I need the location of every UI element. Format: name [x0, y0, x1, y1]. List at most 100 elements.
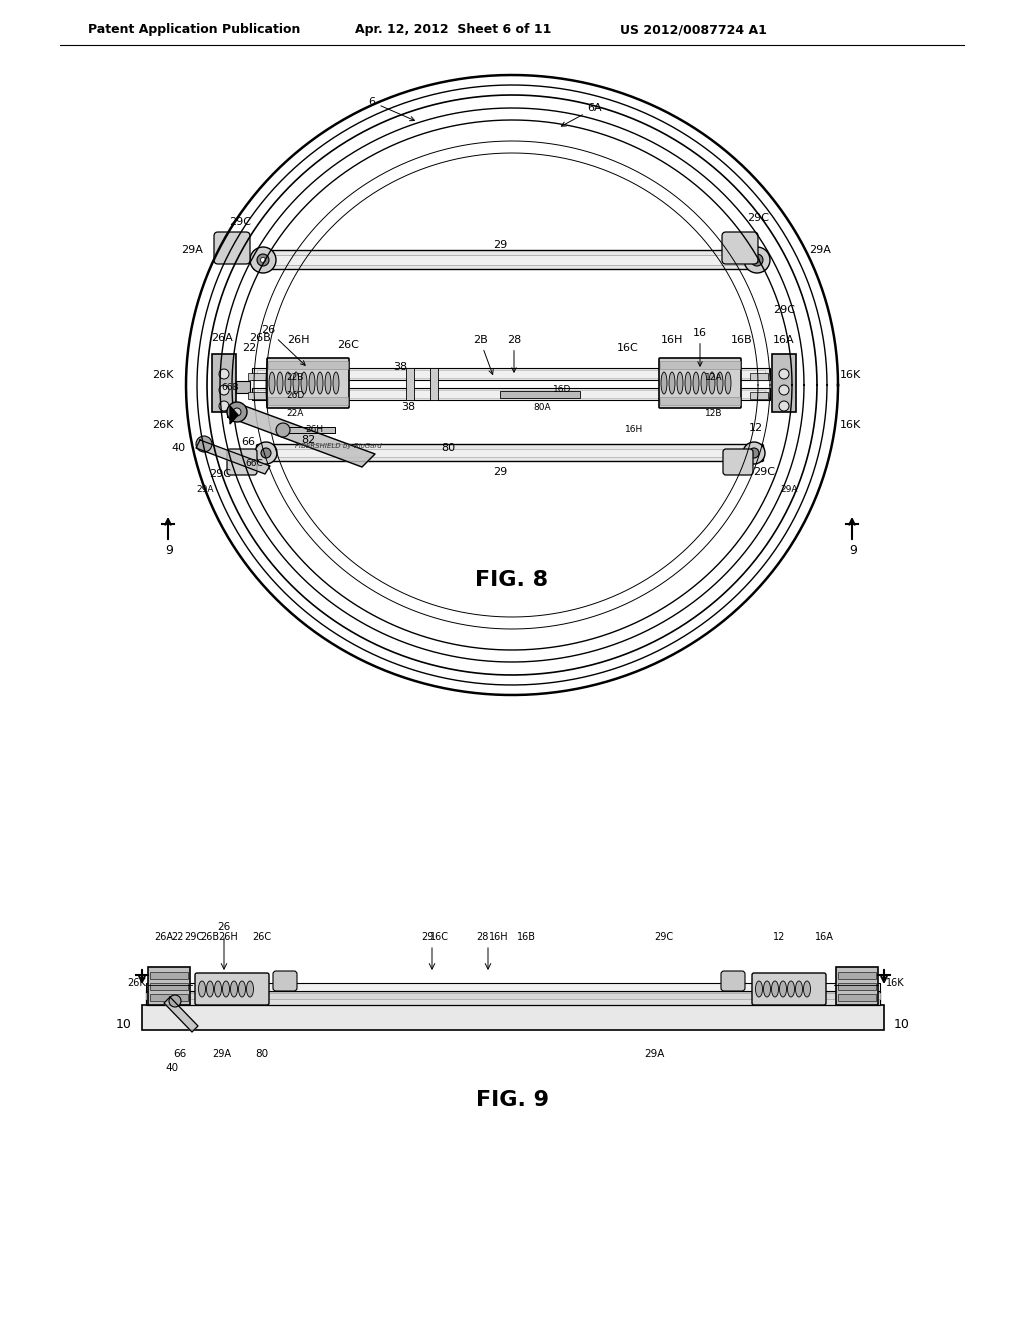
- Ellipse shape: [787, 981, 795, 997]
- Text: 26H: 26H: [287, 335, 309, 345]
- Text: 38: 38: [401, 403, 415, 412]
- Ellipse shape: [199, 981, 206, 997]
- Text: 66: 66: [173, 1049, 186, 1059]
- Text: 12B: 12B: [706, 409, 723, 418]
- Bar: [146, 983, 880, 991]
- Bar: [252, 388, 770, 400]
- Bar: [660, 360, 740, 370]
- Text: 16H: 16H: [660, 335, 683, 345]
- Text: 22B: 22B: [287, 374, 304, 383]
- Text: 28: 28: [507, 335, 521, 372]
- Text: 26A: 26A: [155, 932, 173, 942]
- Text: 26: 26: [217, 921, 230, 932]
- Text: 29A: 29A: [181, 246, 203, 255]
- Text: 16B: 16B: [731, 335, 753, 345]
- Ellipse shape: [709, 372, 715, 393]
- Ellipse shape: [662, 372, 667, 393]
- Circle shape: [755, 257, 760, 263]
- Ellipse shape: [701, 372, 707, 393]
- Text: 6: 6: [369, 96, 415, 120]
- Ellipse shape: [685, 372, 691, 393]
- Text: 16B: 16B: [516, 932, 536, 942]
- Text: 26K: 26K: [153, 370, 174, 380]
- Text: 29A: 29A: [644, 1049, 665, 1059]
- Text: 26K: 26K: [153, 420, 174, 430]
- Circle shape: [227, 403, 247, 422]
- Circle shape: [219, 401, 229, 411]
- Bar: [838, 983, 876, 990]
- Bar: [660, 397, 740, 405]
- Text: 38: 38: [393, 362, 408, 372]
- Text: 10: 10: [116, 1019, 132, 1031]
- Text: 22: 22: [172, 932, 184, 942]
- Text: 26: 26: [261, 325, 305, 366]
- Circle shape: [255, 442, 278, 465]
- Bar: [150, 972, 188, 979]
- FancyBboxPatch shape: [721, 972, 745, 991]
- Text: 16A: 16A: [814, 932, 834, 942]
- Bar: [750, 392, 768, 399]
- Circle shape: [744, 247, 770, 273]
- Text: 16K: 16K: [886, 978, 904, 987]
- Circle shape: [219, 370, 229, 379]
- Text: 40: 40: [171, 444, 185, 453]
- Ellipse shape: [230, 981, 238, 997]
- Text: 29C: 29C: [753, 467, 775, 477]
- Text: 26A: 26A: [211, 333, 232, 343]
- Bar: [146, 993, 880, 999]
- Text: 29A: 29A: [780, 486, 798, 495]
- Circle shape: [743, 442, 765, 465]
- Text: 29C: 29C: [209, 469, 231, 479]
- Circle shape: [233, 408, 241, 416]
- Text: 82: 82: [301, 436, 315, 445]
- Text: 29: 29: [421, 932, 433, 942]
- Text: FIBERSHIELD by BioGard: FIBERSHIELD by BioGard: [295, 444, 382, 449]
- Circle shape: [257, 253, 269, 267]
- Text: 29: 29: [493, 467, 507, 477]
- Polygon shape: [228, 405, 375, 467]
- Ellipse shape: [779, 981, 786, 997]
- Text: FIG. 9: FIG. 9: [475, 1090, 549, 1110]
- Text: 16H: 16H: [489, 932, 509, 942]
- Text: 26B: 26B: [201, 932, 219, 942]
- FancyBboxPatch shape: [254, 251, 767, 269]
- Ellipse shape: [247, 981, 254, 997]
- Bar: [148, 968, 190, 1005]
- Text: 29C: 29C: [773, 305, 795, 315]
- Bar: [838, 994, 876, 1001]
- Text: 26H: 26H: [305, 425, 323, 434]
- Ellipse shape: [677, 372, 683, 393]
- FancyBboxPatch shape: [214, 232, 250, 264]
- Text: 66C: 66C: [245, 459, 263, 469]
- Text: 12: 12: [749, 422, 763, 433]
- Text: 6A: 6A: [561, 103, 602, 127]
- Text: 16K: 16K: [840, 370, 860, 380]
- FancyBboxPatch shape: [227, 449, 257, 475]
- FancyBboxPatch shape: [267, 358, 349, 408]
- Text: 16C: 16C: [617, 343, 639, 352]
- Ellipse shape: [725, 372, 731, 393]
- FancyBboxPatch shape: [659, 358, 741, 408]
- Text: 26D: 26D: [286, 392, 304, 400]
- Ellipse shape: [317, 372, 323, 393]
- Bar: [280, 426, 335, 433]
- Text: 12A: 12A: [706, 374, 723, 383]
- Circle shape: [219, 385, 229, 395]
- Ellipse shape: [309, 372, 315, 393]
- Text: 26B: 26B: [249, 333, 271, 343]
- Ellipse shape: [325, 372, 331, 393]
- Text: 29C: 29C: [184, 932, 204, 942]
- Text: 16: 16: [693, 327, 707, 366]
- Bar: [268, 360, 348, 370]
- Text: 22A: 22A: [287, 409, 304, 418]
- Text: 80: 80: [255, 1049, 268, 1059]
- FancyBboxPatch shape: [195, 973, 269, 1005]
- Text: US 2012/0087724 A1: US 2012/0087724 A1: [620, 24, 767, 37]
- Bar: [150, 994, 188, 1001]
- Bar: [257, 370, 765, 378]
- Text: 26H: 26H: [218, 932, 238, 942]
- Bar: [142, 1005, 884, 1030]
- Text: 66: 66: [241, 437, 255, 447]
- Circle shape: [260, 257, 265, 263]
- Bar: [772, 354, 796, 412]
